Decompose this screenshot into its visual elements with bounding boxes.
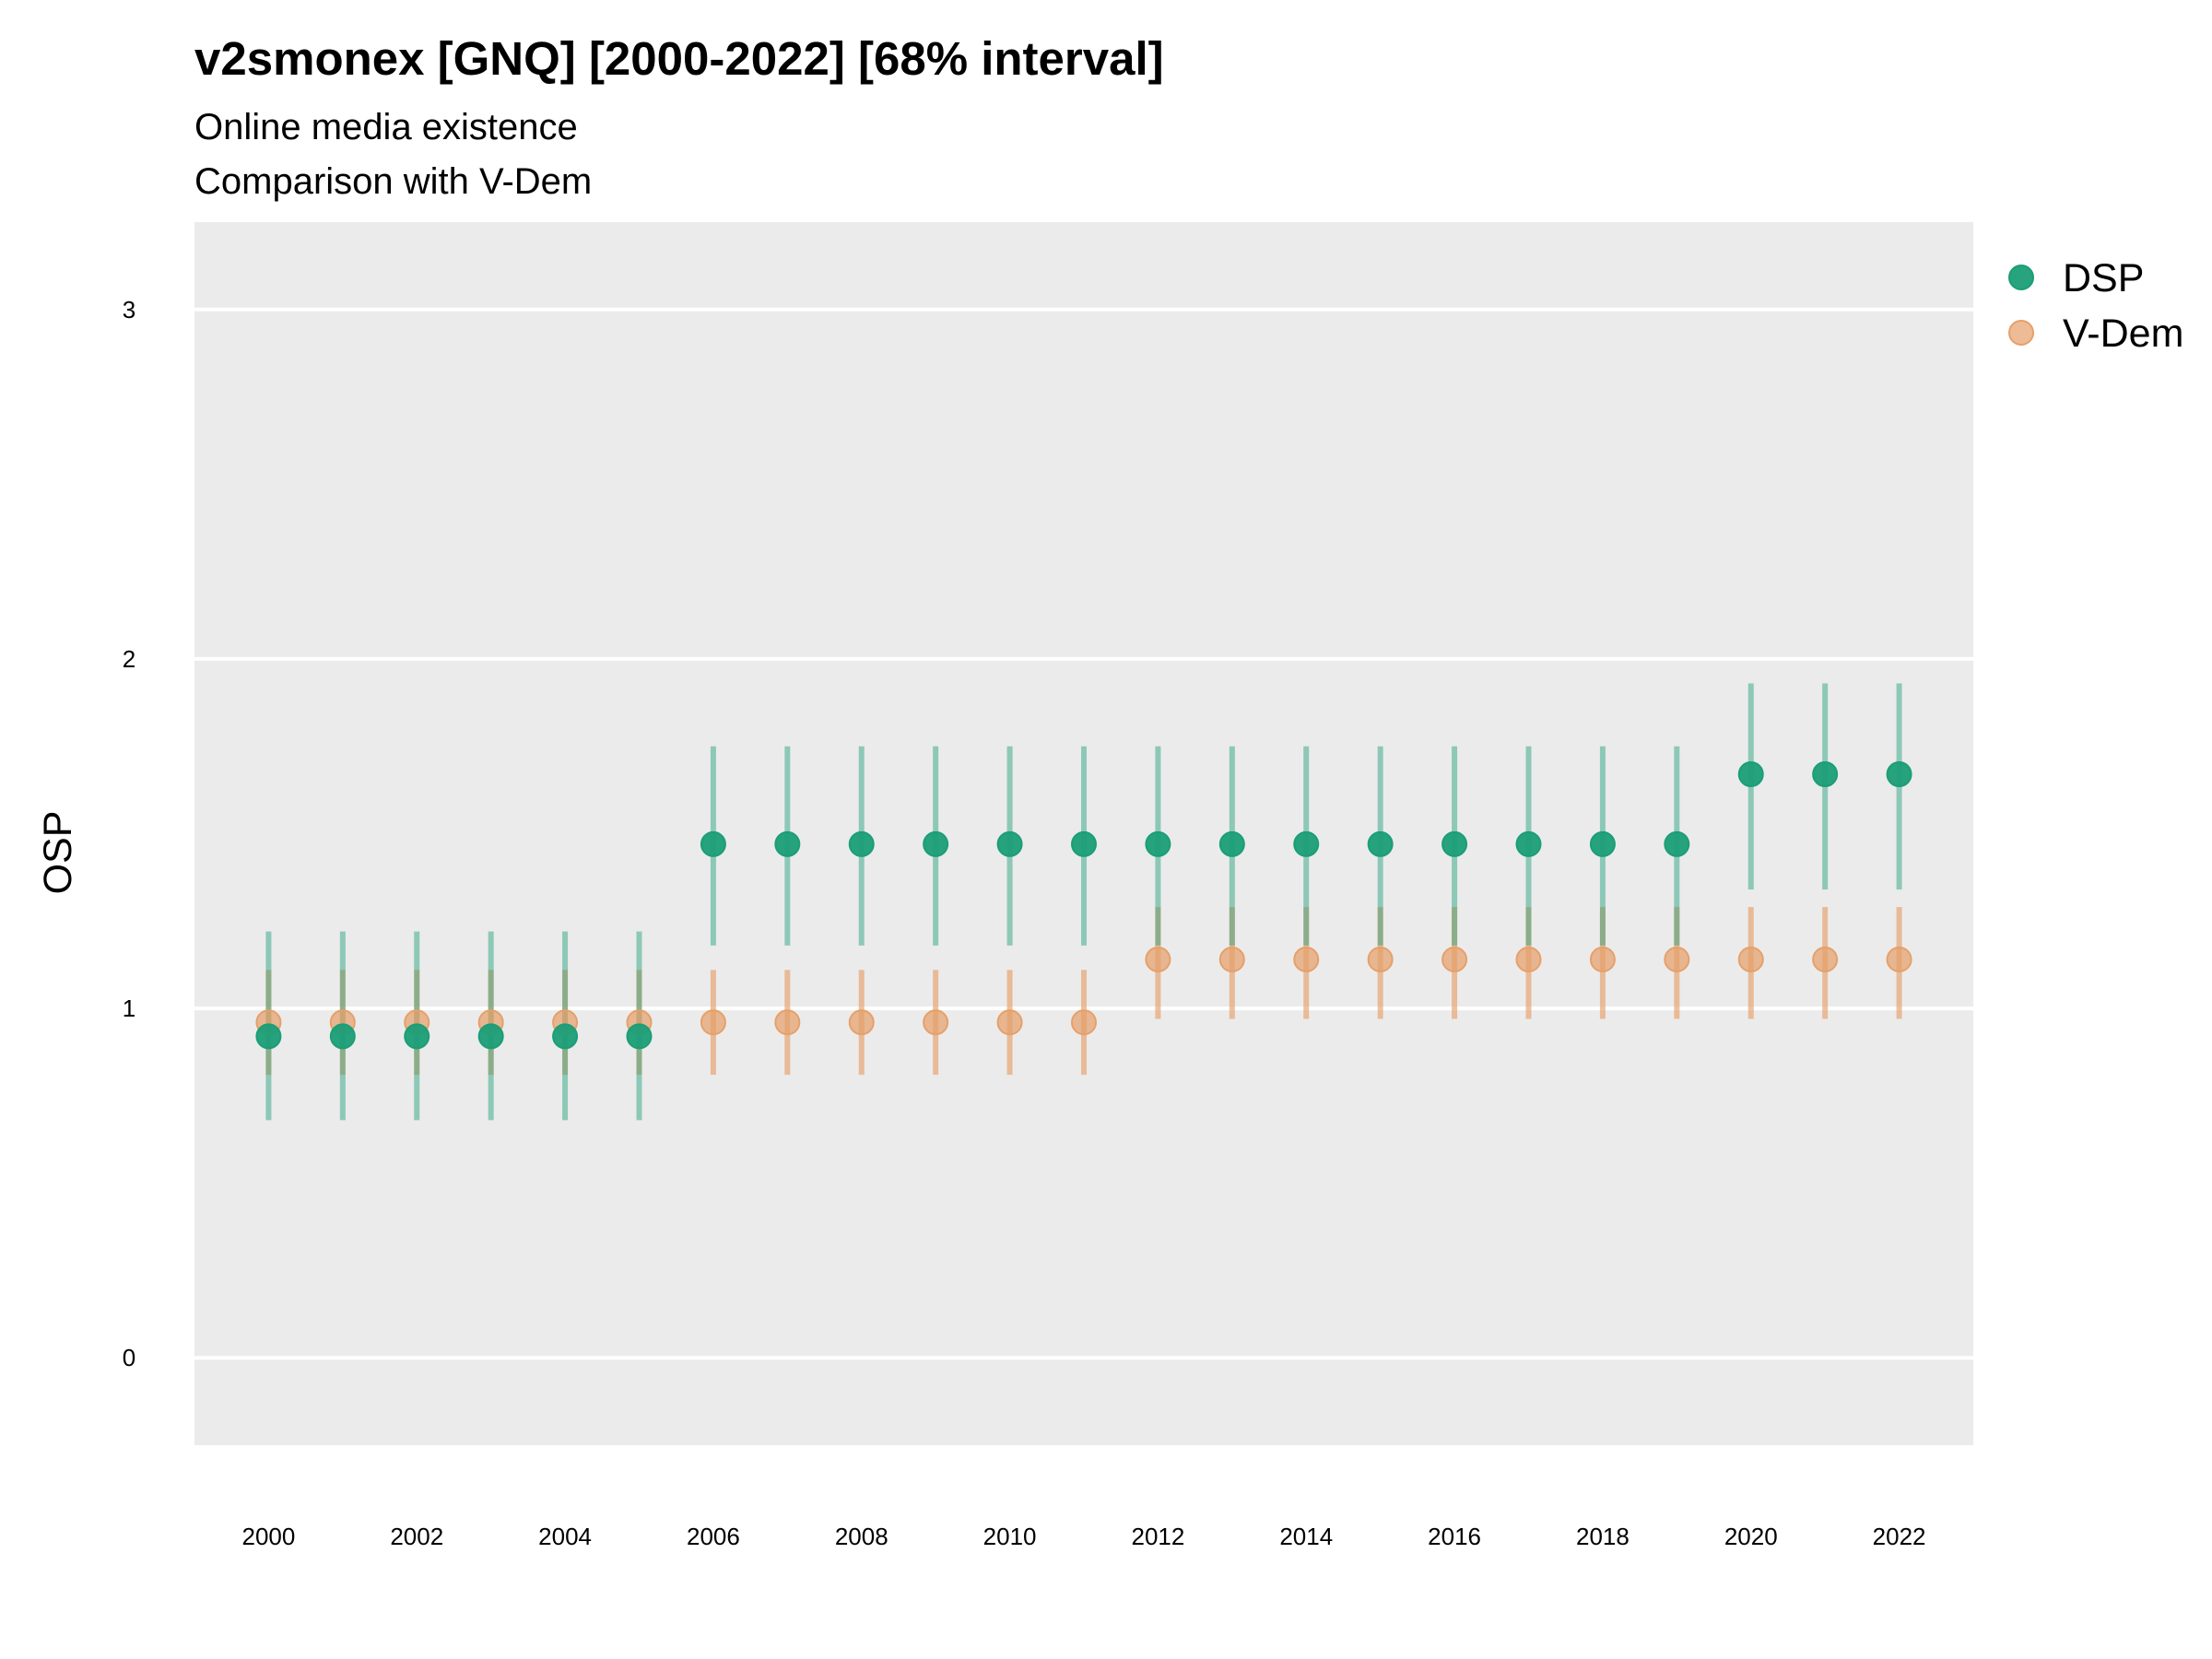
- v-dem-point-2008: [848, 1009, 875, 1036]
- legend-key-v-dem: [2008, 320, 2034, 346]
- v-dem-point-2016: [1441, 946, 1468, 972]
- y-axis-ticks: 0 1 2 3: [123, 296, 135, 1371]
- v-dem-point-2012: [1145, 946, 1171, 972]
- dsp-point-2015: [1367, 830, 1394, 857]
- dsp-point-2002: [404, 1023, 430, 1050]
- v-dem-point-2015: [1367, 946, 1394, 972]
- dsp-point-2016: [1441, 830, 1468, 857]
- dsp-point-2008: [848, 830, 875, 857]
- y-tick-label-3: 3: [123, 296, 135, 324]
- v-dem-point-2009: [923, 1009, 949, 1036]
- chart-subtitle-1: Online media existence: [194, 107, 578, 147]
- dsp-point-2006: [700, 830, 726, 857]
- dsp-point-2012: [1145, 830, 1171, 857]
- dsp-point-2004: [552, 1023, 579, 1050]
- v-dem-point-2020: [1737, 946, 1764, 972]
- dsp-point-2017: [1515, 830, 1542, 857]
- data-marks: [255, 683, 1912, 1121]
- dsp-point-2001: [329, 1023, 356, 1050]
- legend: DSP V-Dem: [2008, 256, 2183, 356]
- x-tick-label-2008: 2008: [835, 1523, 888, 1550]
- x-tick-label-2022: 2022: [1873, 1523, 1926, 1550]
- y-tick-label-0: 0: [123, 1344, 135, 1371]
- y-tick-label-2: 2: [123, 645, 135, 673]
- dsp-point-2000: [255, 1023, 282, 1050]
- dsp-point-2021: [1812, 761, 1839, 788]
- y-tick-label-1: 1: [123, 994, 135, 1022]
- v-dem-point-2007: [774, 1009, 801, 1036]
- dsp-point-2014: [1293, 830, 1320, 857]
- dsp-point-2003: [477, 1023, 504, 1050]
- x-tick-label-2012: 2012: [1131, 1523, 1184, 1550]
- v-dem-point-2021: [1812, 946, 1839, 972]
- v-dem-point-2019: [1664, 946, 1690, 972]
- x-tick-label-2006: 2006: [687, 1523, 740, 1550]
- x-tick-label-2010: 2010: [983, 1523, 1037, 1550]
- v-dem-point-2011: [1071, 1009, 1097, 1036]
- dsp-point-2020: [1737, 761, 1764, 788]
- legend-label-v-dem: V-Dem: [2063, 312, 2183, 356]
- x-tick-label-2020: 2020: [1724, 1523, 1778, 1550]
- dsp-point-2022: [1886, 761, 1912, 788]
- x-tick-label-2014: 2014: [1279, 1523, 1333, 1550]
- dsp-point-2018: [1589, 830, 1616, 857]
- v-dem-point-2018: [1589, 946, 1616, 972]
- v-dem-point-2014: [1293, 946, 1320, 972]
- dsp-point-2011: [1071, 830, 1097, 857]
- dsp-point-2009: [923, 830, 949, 857]
- y-axis-label: OSP: [36, 811, 80, 895]
- legend-key-dsp: [2008, 265, 2034, 290]
- dsp-point-2013: [1218, 830, 1245, 857]
- dsp-point-2019: [1664, 830, 1690, 857]
- dsp-point-2005: [626, 1023, 653, 1050]
- x-axis-ticks: 2000 2002 2004 2006 2008 2010 2012 2014 2016 2018…: [241, 1523, 1925, 1550]
- dsp-point-2007: [774, 830, 801, 857]
- x-tick-label-2000: 2000: [241, 1523, 295, 1550]
- chart-title: v2smonex [GNQ] [2000-2022] [68% interval…: [194, 32, 1164, 85]
- v-dem-point-2010: [996, 1009, 1023, 1036]
- dsp-point-2010: [996, 830, 1023, 857]
- v-dem-point-2022: [1886, 946, 1912, 972]
- legend-label-dsp: DSP: [2063, 256, 2144, 300]
- chart-subtitle-2: Comparison with V-Dem: [194, 161, 593, 202]
- v-dem-point-2013: [1218, 946, 1245, 972]
- v-dem-point-2006: [700, 1009, 726, 1036]
- x-tick-label-2018: 2018: [1576, 1523, 1630, 1550]
- x-tick-label-2002: 2002: [390, 1523, 443, 1550]
- x-tick-label-2016: 2016: [1428, 1523, 1481, 1550]
- x-tick-label-2004: 2004: [538, 1523, 592, 1550]
- v-dem-point-2017: [1515, 946, 1542, 972]
